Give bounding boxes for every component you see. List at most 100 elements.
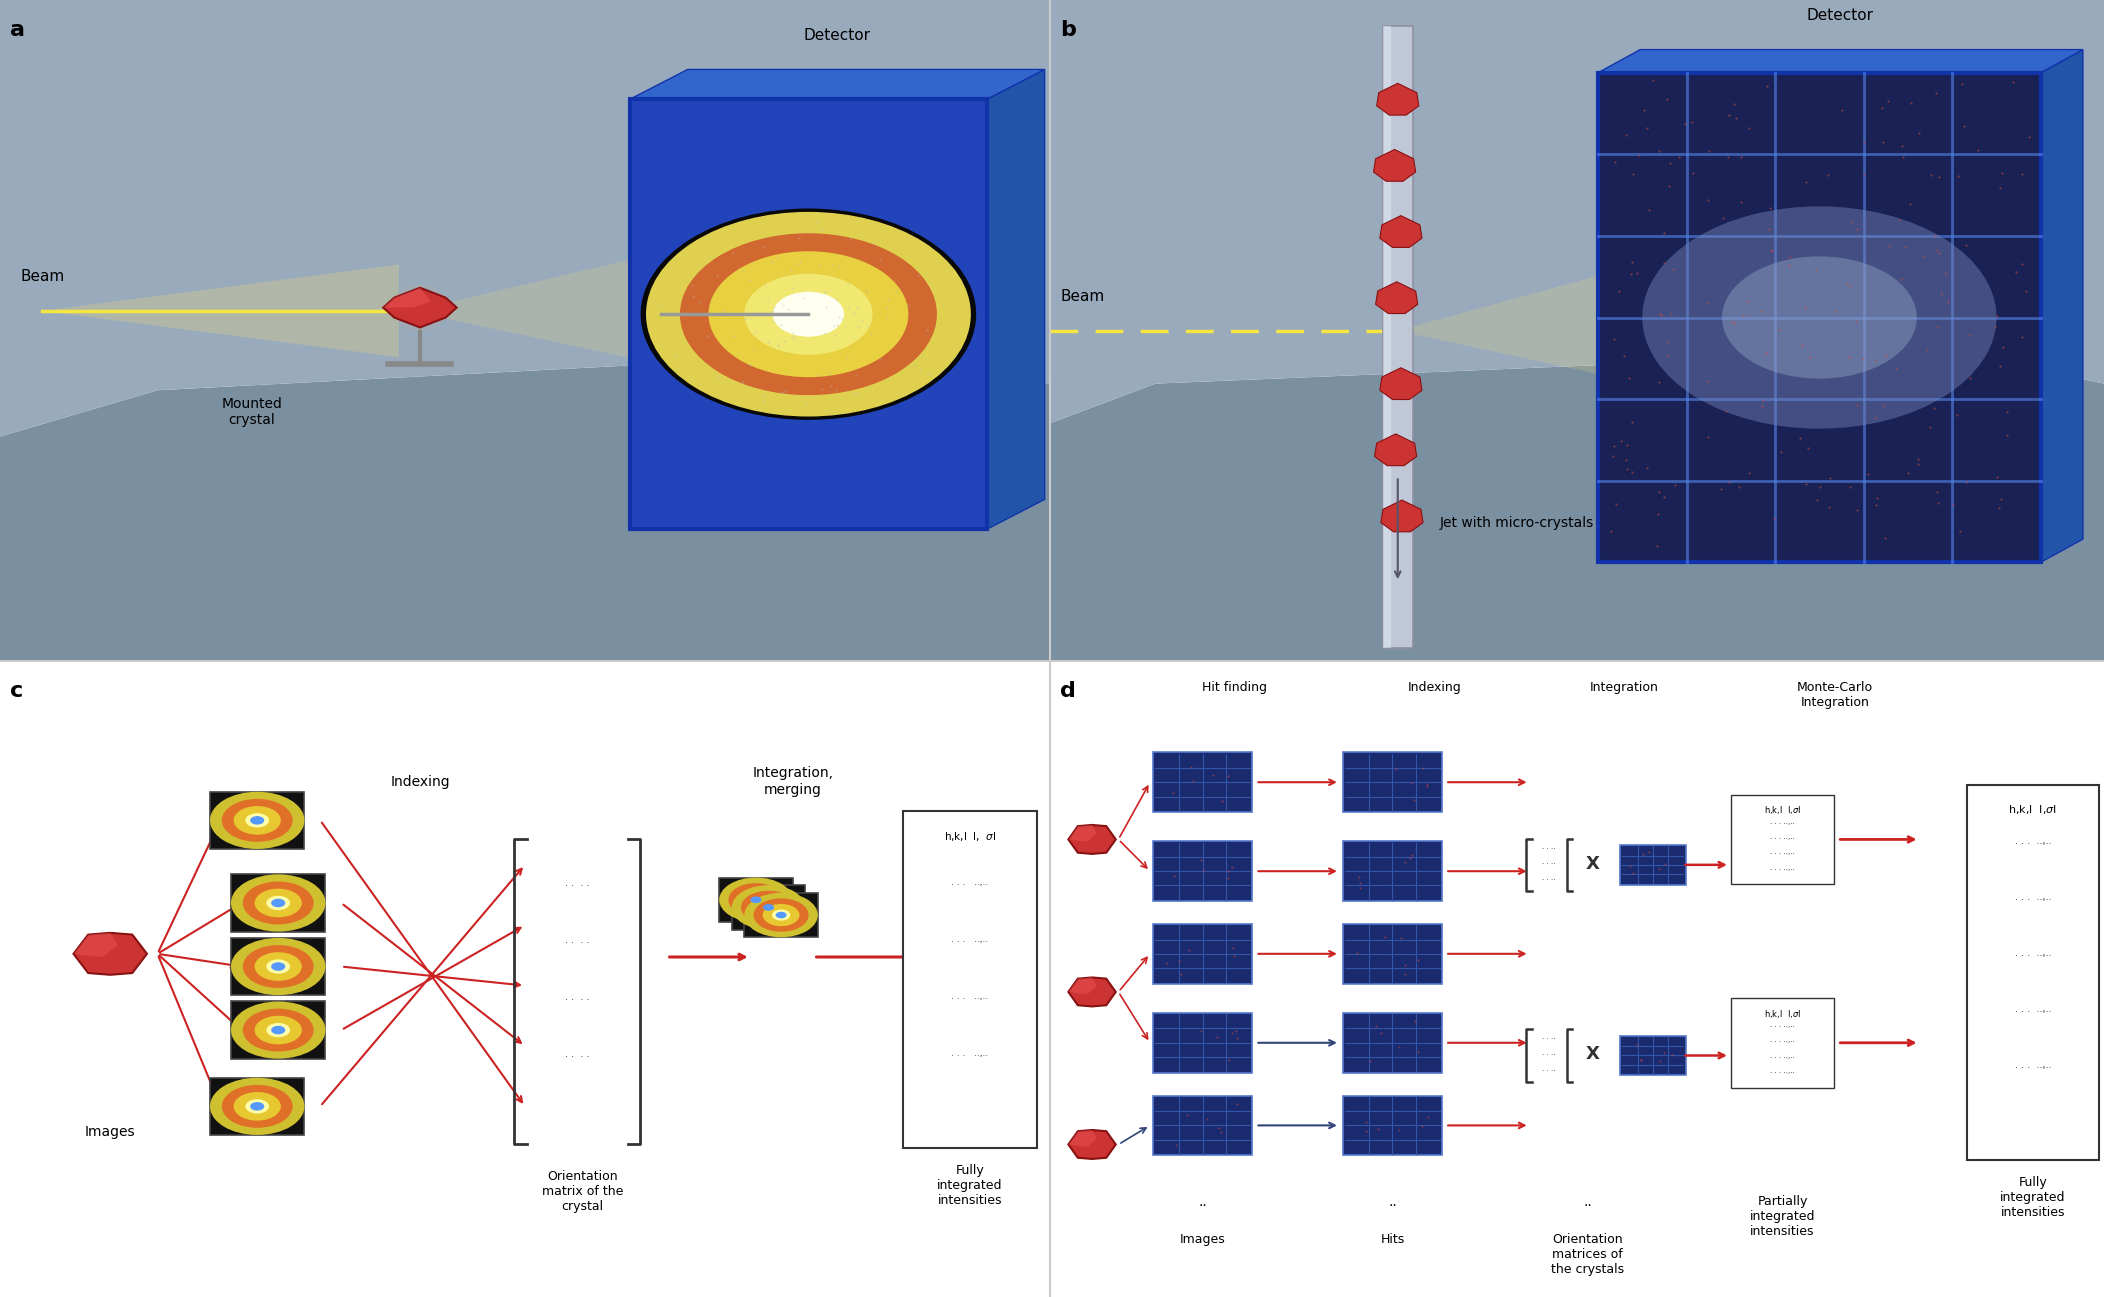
Circle shape [747,894,766,905]
Text: ..: .. [1582,1196,1593,1209]
Text: . . .  ..,..: . . . ..,.. [2014,948,2051,958]
Circle shape [246,1099,269,1114]
Polygon shape [1069,825,1115,853]
FancyBboxPatch shape [210,791,305,850]
Text: . . . ..,..: . . . ..,.. [1769,1038,1795,1043]
Circle shape [242,1009,313,1052]
Text: Partially
integrated
intensities: Partially integrated intensities [1751,1196,1816,1239]
FancyBboxPatch shape [1342,1013,1441,1073]
Circle shape [255,1016,301,1044]
Text: . . ..: . . .. [1542,1066,1555,1073]
Text: Hit finding: Hit finding [1201,681,1267,694]
Circle shape [751,896,787,918]
FancyBboxPatch shape [1342,842,1441,901]
FancyBboxPatch shape [1153,752,1252,812]
Polygon shape [0,357,1050,661]
Polygon shape [74,933,147,975]
Circle shape [231,938,326,995]
Text: Detector: Detector [1807,8,1875,23]
FancyBboxPatch shape [1732,795,1835,885]
Polygon shape [1069,978,1115,1006]
Circle shape [1643,206,1997,428]
Circle shape [772,909,791,921]
Text: . . ..: . . .. [1542,1051,1555,1056]
FancyBboxPatch shape [1620,846,1685,885]
Text: Beam: Beam [21,270,65,284]
Polygon shape [1050,0,2104,423]
Circle shape [680,233,936,396]
Text: b: b [1060,19,1077,40]
Text: . . .   ..,..: . . . ..,.. [951,1049,989,1058]
FancyBboxPatch shape [720,878,793,922]
Polygon shape [1050,350,2104,661]
Text: h,k,l  I,  $\sigma$I: h,k,l I, $\sigma$I [945,830,995,843]
Text: . .  . .: . . . . [566,992,589,1003]
FancyBboxPatch shape [1342,752,1441,812]
Text: Orientation
matrix of the
crystal: Orientation matrix of the crystal [543,1170,623,1213]
FancyBboxPatch shape [1382,26,1391,648]
Text: Fully
integrated
intensities: Fully integrated intensities [2001,1176,2066,1219]
Text: h,k,l  I,$\sigma$I: h,k,l I,$\sigma$I [1763,1008,1801,1019]
Circle shape [250,816,265,825]
Polygon shape [442,166,1029,444]
Polygon shape [1069,978,1096,995]
Circle shape [1721,257,1917,379]
Text: c: c [11,681,23,700]
Text: . . ..: . . .. [1542,1034,1555,1040]
FancyBboxPatch shape [903,811,1037,1148]
Circle shape [720,878,793,922]
Circle shape [760,901,778,913]
Text: ..: .. [1199,1196,1208,1209]
Text: . . ..: . . .. [1542,843,1555,850]
Circle shape [234,1092,280,1121]
Circle shape [728,883,783,917]
Polygon shape [1376,281,1418,314]
Polygon shape [2041,49,2083,563]
Text: Indexing: Indexing [389,774,450,789]
Circle shape [745,892,818,938]
Circle shape [210,791,305,850]
Text: . . . ..,..: . . . ..,.. [1769,865,1795,870]
FancyBboxPatch shape [231,938,326,995]
FancyBboxPatch shape [1967,786,2098,1161]
Polygon shape [0,0,1050,437]
Text: h,k,l  I,$\sigma$I: h,k,l I,$\sigma$I [2009,803,2058,816]
Text: . . .  ..,..: . . . ..,.. [2014,1004,2051,1014]
Polygon shape [629,70,1046,100]
Polygon shape [1069,1130,1115,1160]
Polygon shape [1599,49,2083,73]
Circle shape [741,891,795,923]
Text: h,k,l  I,$\sigma$I: h,k,l I,$\sigma$I [1763,804,1801,816]
Polygon shape [1374,434,1416,466]
Circle shape [271,1026,286,1035]
Circle shape [640,209,976,420]
Text: X: X [1586,1045,1599,1064]
Text: . . . ..,..: . . . ..,.. [1769,1022,1795,1029]
Text: . . ..: . . .. [1542,875,1555,882]
Circle shape [739,888,774,910]
Text: X: X [1586,855,1599,873]
Text: . . .   ..,..: . . . ..,.. [951,935,989,944]
Circle shape [732,885,806,930]
Circle shape [753,899,808,931]
Circle shape [246,813,269,827]
Text: d: d [1060,681,1077,700]
Circle shape [709,252,909,377]
Text: Fully
integrated
intensities: Fully integrated intensities [938,1163,1004,1206]
Circle shape [242,882,313,925]
Circle shape [267,960,290,974]
FancyBboxPatch shape [1599,73,2041,563]
Text: Images: Images [84,1126,135,1139]
Text: Orientation
matrices of
the crystals: Orientation matrices of the crystals [1551,1233,1624,1276]
Circle shape [271,962,286,971]
Text: . .  . .: . . . . [566,1049,589,1060]
Circle shape [221,1084,292,1128]
Polygon shape [383,288,431,307]
Text: . . .   ..,..: . . . ..,.. [951,878,989,887]
FancyBboxPatch shape [1342,1096,1441,1156]
Circle shape [221,799,292,842]
Text: . . .   ..,..: . . . ..,.. [951,992,989,1001]
Circle shape [242,946,313,988]
Text: . . . ..,..: . . . ..,.. [1769,1053,1795,1058]
FancyBboxPatch shape [1153,923,1252,983]
